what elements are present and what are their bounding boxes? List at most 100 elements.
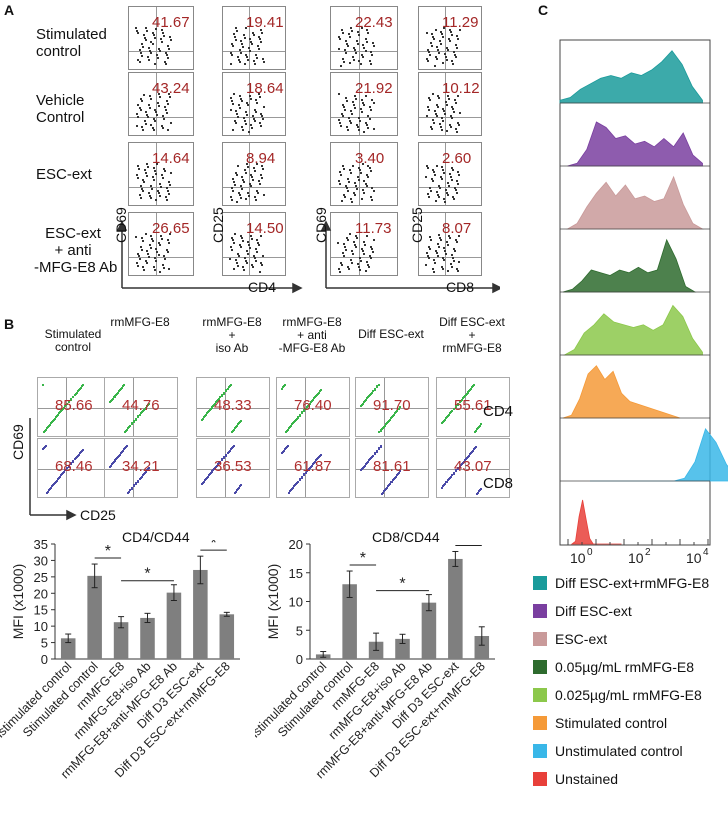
- scatter-point: [256, 57, 258, 59]
- dot-plot-box: [222, 212, 286, 276]
- percent-value: 36.53: [214, 458, 252, 475]
- scatter-point: [445, 101, 447, 103]
- scatter-point: [245, 260, 247, 262]
- significance-star: *: [105, 543, 111, 560]
- scatter-point: [229, 385, 231, 387]
- scatter-point: [372, 42, 374, 44]
- scatter-point: [355, 52, 357, 54]
- scatter-point: [255, 99, 257, 101]
- scatter-point: [239, 485, 241, 487]
- scatter-point: [141, 126, 143, 128]
- scatter-point: [146, 405, 148, 407]
- scatter-point: [246, 250, 248, 252]
- scatter-point: [341, 113, 343, 115]
- scatter-point: [204, 479, 206, 481]
- scatter-point: [165, 63, 167, 65]
- percent-value: 8.07: [442, 220, 472, 237]
- scatter-point: [158, 254, 160, 256]
- scatter-point: [70, 462, 72, 464]
- scatter-point: [80, 387, 82, 389]
- scatter-point: [452, 108, 454, 110]
- scatter-point: [439, 187, 441, 189]
- scatter-point: [312, 463, 314, 465]
- scatter-point: [285, 447, 287, 449]
- scatter-point: [382, 427, 384, 429]
- scatter-point: [232, 178, 234, 180]
- scatter-point: [248, 244, 250, 246]
- scatter-point: [349, 62, 351, 64]
- scatter-point: [145, 260, 147, 262]
- scatter-point: [376, 385, 378, 387]
- scatter-point: [230, 109, 232, 111]
- scatter-point: [471, 451, 473, 453]
- scatter-point: [429, 187, 431, 189]
- scatter-point: [152, 32, 154, 34]
- scatter-point: [213, 404, 215, 406]
- dot-plot-box: [104, 377, 178, 437]
- scatter-point: [309, 403, 311, 405]
- scatter-point: [60, 474, 62, 476]
- scatter-point: [363, 104, 365, 106]
- scatter-point: [438, 52, 440, 54]
- scatter-point: [474, 447, 476, 449]
- scatter-point: [262, 118, 264, 120]
- legend-swatch: [533, 688, 547, 702]
- scatter-point: [370, 196, 372, 198]
- scatter-point: [250, 41, 252, 43]
- scatter-point: [241, 100, 243, 102]
- scatter-point: [259, 96, 261, 98]
- scatter-point: [140, 185, 142, 187]
- scatter-point: [345, 97, 347, 99]
- scatter-point: [145, 39, 147, 41]
- bar: [60, 638, 76, 659]
- scatter-point: [122, 450, 124, 452]
- scatter-point: [79, 388, 81, 390]
- scatter-point: [77, 390, 79, 392]
- scatter-point: [344, 246, 346, 248]
- scatter-point: [343, 243, 345, 245]
- scatter-point: [427, 193, 429, 195]
- axis-cd4: CD4: [248, 279, 277, 295]
- scatter-point: [438, 234, 440, 236]
- scatter-point: [159, 271, 161, 273]
- y-tick-label: 0: [41, 652, 48, 667]
- scatter-point: [245, 123, 247, 125]
- dot-plot-box: [330, 6, 398, 70]
- scatter-point: [436, 104, 438, 106]
- quadrant-line: [105, 469, 177, 470]
- scatter-point: [253, 60, 255, 62]
- scatter-point: [139, 107, 141, 109]
- scatter-point: [150, 247, 152, 249]
- scatter-point: [437, 243, 439, 245]
- scatter-point: [393, 478, 395, 480]
- scatter-point: [166, 249, 168, 251]
- scatter-point: [365, 183, 367, 185]
- scatter-point: [294, 484, 296, 486]
- quadrant-line: [105, 408, 177, 409]
- scatter-point: [234, 233, 236, 235]
- scatter-point: [297, 481, 299, 483]
- scatter-point: [261, 115, 263, 117]
- scatter-point: [111, 399, 113, 401]
- scatter-point: [238, 487, 240, 489]
- scatter-point: [477, 427, 479, 429]
- scatter-point: [60, 410, 62, 412]
- scatter-point: [341, 200, 343, 202]
- scatter-point: [142, 129, 144, 131]
- histogram-trace: [562, 304, 703, 356]
- scatter-point: [347, 178, 349, 180]
- quadrant-line: [419, 257, 481, 258]
- scatter-point: [230, 384, 232, 386]
- scatter-point: [165, 109, 167, 111]
- scatter-point: [344, 196, 346, 198]
- scatter-point: [296, 482, 298, 484]
- scatter-point: [366, 462, 368, 464]
- scatter-point: [308, 404, 310, 406]
- scatter-point: [168, 193, 170, 195]
- scatter-point: [82, 449, 84, 451]
- scatter-point: [372, 390, 374, 392]
- scatter-point: [447, 182, 449, 184]
- scatter-point: [54, 482, 56, 484]
- scatter-point: [48, 425, 50, 427]
- scatter-point: [361, 248, 363, 250]
